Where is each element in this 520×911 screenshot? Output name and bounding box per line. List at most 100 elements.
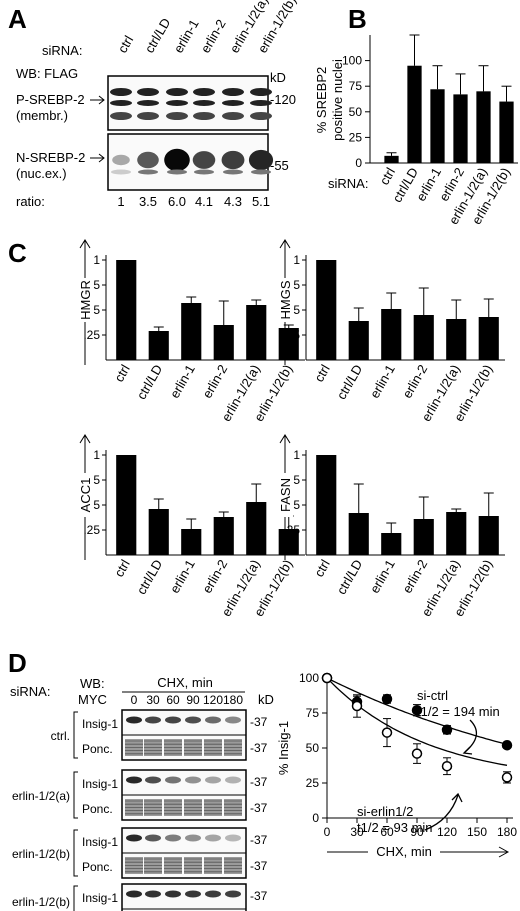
panel-d-insig-band (225, 716, 241, 724)
panel-a-ratio-value: 3.5 (139, 194, 157, 209)
panel-d-marker: -37 (250, 833, 268, 847)
x-tick-label: erlin-1 (367, 557, 398, 596)
x-tick-label: erlin-1 (367, 362, 398, 401)
panel-a-blot2-sublabel: (nuc.ex.) (16, 166, 67, 181)
panel-a-blot1-sublabel: (membr.) (16, 108, 68, 123)
panel-c-arrow-head (279, 434, 291, 444)
panel-c-label-bg (277, 473, 293, 517)
panel-c-ylabel: ACC1 (78, 478, 93, 513)
bar-C-HMGR-4 (246, 305, 267, 360)
panel-d-insig-band (165, 890, 181, 898)
panel-b-y-tick-label: 25 (349, 130, 363, 144)
bar-C-FASN-5 (478, 516, 499, 555)
panel-a-ratio-value: 6.0 (168, 194, 186, 209)
panel-b-y-tick-label: 100 (342, 54, 362, 68)
data-point-si-erlin1/2 (501, 772, 513, 783)
panel-b-xlabel: siRNA: (328, 176, 368, 191)
panel-letter-b: B (348, 4, 367, 34)
panel-d-plot-x-tick-label: 150 (467, 825, 487, 839)
panel-d-insig-band (205, 890, 221, 898)
panel-d-insig-band (145, 716, 161, 724)
panel-d-insig-band (126, 716, 142, 724)
panel-a-band-nuclear (112, 154, 130, 166)
panel-c-ylabel: HMGR (78, 280, 93, 320)
bar-B-5 (499, 101, 514, 163)
x-tick-label: ctrl (111, 362, 133, 385)
panel-c-y-tick-label: .25 (83, 523, 100, 537)
panel-a-band-nuclear-lower (138, 169, 158, 175)
panel-letter-d: D (8, 648, 27, 678)
panel-a-lane-label: ctrl (115, 33, 137, 56)
panel-c-y-tick-label: 1 (293, 253, 300, 267)
panel-a-band-precursor (222, 88, 244, 96)
bar-C-HMGR-0 (116, 260, 137, 360)
data-point-si-erlin1/2 (411, 748, 423, 759)
panel-d-bracket (73, 771, 78, 819)
x-tick-label: ctrl (311, 362, 333, 385)
x-tick-label: erlin-2 (399, 557, 430, 596)
x-tick-label: ctrl (111, 557, 133, 580)
panel-a-band-nuclear (164, 148, 190, 172)
bar-B-4 (476, 91, 491, 163)
panel-a-band-nuclear-lower (167, 169, 187, 175)
panel-d-annotation-erlin-arrow (424, 794, 459, 831)
panel-a-ratio-label: ratio: (16, 194, 45, 209)
x-tick-label: erlin-1 (167, 557, 198, 596)
panel-d-insig-band (165, 776, 181, 784)
panel-a-band-nuclear (221, 150, 245, 170)
panel-d-timepoint: 90 (186, 693, 200, 707)
panel-d-annotation-ctrl: si-ctrl (417, 688, 448, 703)
panel-d-marker: -37 (250, 775, 268, 789)
bar-B-1 (407, 65, 422, 163)
panel-d-plot-xlabel-bg (368, 842, 440, 860)
panel-d-annotation-erlin: si-erlin1/2 (357, 804, 413, 819)
data-point-si-ctrl (501, 739, 513, 751)
panel-d-insig-band (145, 776, 161, 784)
panel-a-blot2-arrow (90, 153, 105, 163)
panel-d-wb-label: WB: (80, 676, 105, 691)
panel-a-blot1-label: P-SREBP-2 (16, 92, 85, 107)
bar-B-3 (453, 94, 468, 163)
panel-d-insig-band (126, 776, 142, 784)
panel-d-blot-frame (121, 883, 247, 911)
panel-d-plot-y-tick-label: 25 (306, 776, 320, 790)
panel-a-sirna-label: siRNA: (42, 43, 82, 58)
panel-d-insig-band (185, 776, 201, 784)
x-tick-label: erlin-2 (199, 362, 230, 401)
panel-c-y-tick-label: .25 (283, 523, 300, 537)
x-tick-label: ctrl/LD (334, 557, 366, 597)
x-tick-label: ctrl (376, 165, 398, 188)
bar-B-2 (430, 89, 445, 163)
panel-a-band-precursor (250, 112, 272, 120)
data-point-si-erlin1/2 (321, 672, 333, 684)
panel-c-label-bg (77, 278, 93, 322)
bar-C-ACC1-2 (181, 529, 202, 555)
panel-c-y-tick-label: 1 (293, 448, 300, 462)
bar-C-FASN-1 (348, 513, 369, 555)
panel-d-plot-y-tick-label: 75 (306, 706, 320, 720)
panel-letter-a: A (8, 4, 27, 34)
panel-a-band-precursor (193, 112, 215, 120)
data-point-si-erlin1/2 (381, 727, 393, 738)
panel-c-arrow-head (79, 239, 91, 249)
panel-b-y-tick-label: 50 (349, 105, 363, 119)
panel-b-y-tick-label: 0 (355, 156, 362, 170)
x-tick-label: ctrl/LD (134, 557, 166, 597)
panel-d-plot-x-tick-label: 30 (350, 825, 364, 839)
panel-a-band-nuclear-lower (194, 169, 214, 175)
data-point-si-ctrl (381, 693, 393, 705)
panel-d-fit-curve-si-ctrl (326, 677, 508, 746)
bar-C-HMGR-2 (181, 303, 202, 360)
panel-a-band-precursor (110, 88, 132, 96)
panel-d-bracket (73, 885, 78, 911)
panel-d-insig-band (205, 716, 221, 724)
panel-d-plot-y-tick-label: 50 (306, 741, 320, 755)
panel-b-ylabel: % SREBP2 (314, 67, 329, 133)
bar-C-FASN-4 (446, 512, 467, 555)
panel-c-arrow-head (79, 434, 91, 444)
panel-a-band-precursor (222, 100, 244, 106)
panel-d-group-label: erlin-1/2(b) (12, 895, 70, 909)
panel-a-band-precursor (193, 88, 215, 96)
bar-C-ACC1-4 (246, 502, 267, 555)
panel-c-label-bg (77, 473, 93, 517)
